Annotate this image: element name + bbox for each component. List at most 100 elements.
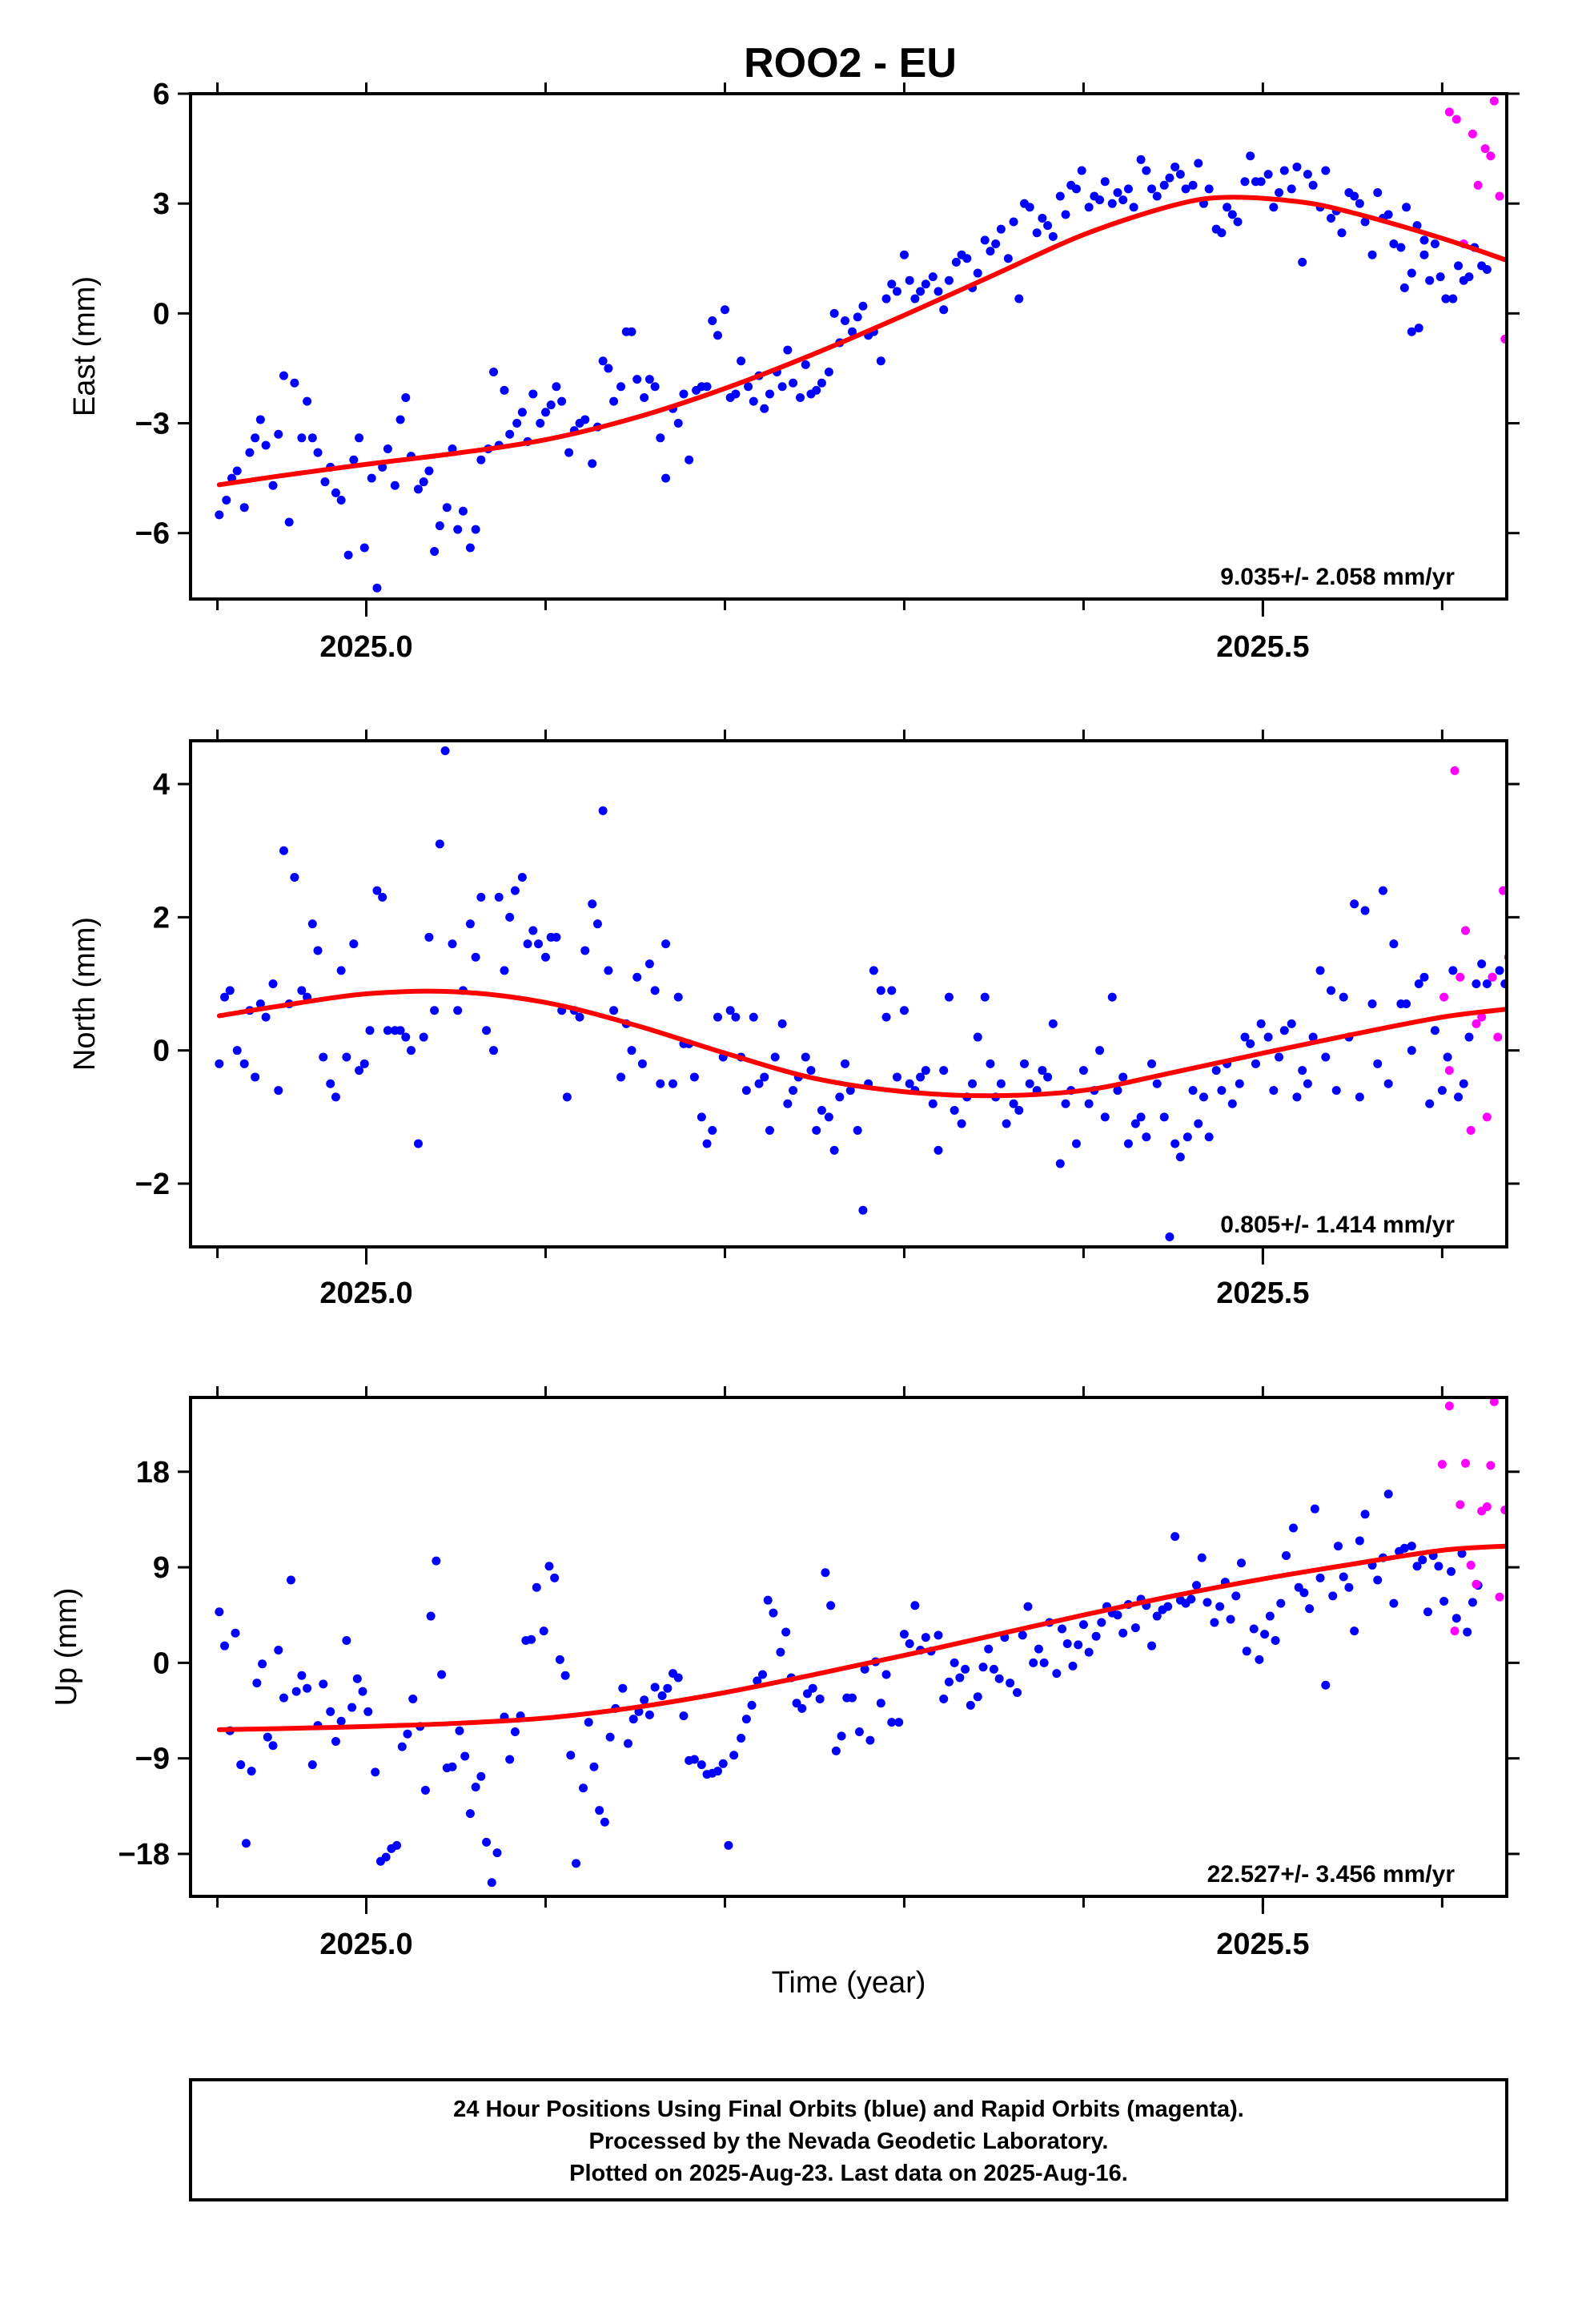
- east-final-point: [609, 396, 619, 406]
- up-final-point: [747, 1700, 757, 1710]
- east-final-point: [424, 466, 434, 476]
- north-y-tick-label: −2: [135, 1168, 170, 1201]
- east-final-point: [1188, 180, 1198, 190]
- north-rapid-point: [1472, 1019, 1481, 1028]
- up-final-point: [905, 1639, 914, 1649]
- up-final-point: [236, 1760, 246, 1770]
- up-final-point: [268, 1741, 278, 1751]
- up-x-tick-label: 2025.5: [1216, 1928, 1309, 1961]
- north-y-tick-label: 0: [153, 1035, 170, 1068]
- up-rapid-point: [1444, 1401, 1454, 1411]
- north-rate-label: 0.805+/- 1.414 mm/yr: [1220, 1212, 1455, 1238]
- east-y-tick-label: 0: [153, 297, 170, 331]
- east-rapid-point: [1468, 129, 1477, 139]
- north-final-point: [1414, 979, 1423, 989]
- up-final-point: [544, 1562, 554, 1571]
- north-final-point: [957, 1119, 966, 1128]
- up-final-point: [1305, 1604, 1315, 1614]
- up-final-point: [1260, 1630, 1270, 1639]
- east-final-point: [1194, 159, 1203, 168]
- north-rapid-point: [1450, 766, 1460, 775]
- north-final-point: [1199, 1092, 1208, 1102]
- north-final-point: [644, 959, 654, 969]
- north-final-point: [1263, 1032, 1273, 1042]
- east-final-point: [1256, 177, 1266, 187]
- up-x-tick-label: 2025.0: [319, 1928, 412, 1961]
- north-final-point: [588, 899, 597, 909]
- north-final-point: [220, 992, 230, 1002]
- east-fit-curve: [216, 195, 1505, 488]
- east-final-point: [1454, 261, 1464, 271]
- north-final-point: [1123, 1139, 1133, 1148]
- north-final-point: [789, 1086, 798, 1096]
- up-final-point: [347, 1703, 357, 1712]
- footer-line-2: Processed by the Nevada Geodetic Laborat…: [589, 2129, 1109, 2154]
- up-y-tick-label: 9: [153, 1551, 170, 1585]
- up-final-point: [1068, 1661, 1078, 1671]
- east-final-point: [910, 294, 920, 304]
- north-final-point: [1303, 1079, 1312, 1088]
- up-final-point: [331, 1736, 340, 1746]
- north-rapid-point: [1477, 1012, 1487, 1022]
- east-final-point: [564, 448, 574, 457]
- east-final-point: [540, 408, 550, 417]
- up-final-point: [231, 1628, 240, 1638]
- up-final-point: [826, 1601, 836, 1610]
- east-final-point: [505, 429, 515, 439]
- east-final-point: [419, 477, 428, 487]
- east-final-point: [430, 547, 440, 557]
- north-final-point: [355, 1066, 364, 1076]
- panel-east: −6 −3 0 3 6 2025.0 2025.5 East (mm) 9.035+/- 2.0…: [68, 78, 1520, 664]
- north-final-point: [1287, 1019, 1296, 1028]
- east-final-point: [737, 356, 746, 366]
- up-final-point: [802, 1689, 812, 1699]
- east-plot-area: [215, 96, 1505, 593]
- north-final-point: [713, 1012, 722, 1022]
- up-final-point: [741, 1715, 751, 1724]
- up-final-point: [1062, 1639, 1072, 1649]
- up-rapid-point: [1486, 1461, 1496, 1470]
- up-final-point: [297, 1671, 307, 1680]
- east-final-point: [320, 477, 330, 487]
- footer-line-1: 24 Hour Positions Using Final Orbits (bl…: [453, 2097, 1244, 2122]
- east-final-point: [905, 275, 914, 285]
- north-final-point: [1495, 966, 1504, 975]
- up-final-point: [808, 1683, 817, 1693]
- up-final-point: [1423, 1607, 1432, 1617]
- up-final-point: [961, 1664, 970, 1674]
- east-final-point: [1321, 166, 1331, 175]
- east-final-point: [1430, 239, 1439, 248]
- north-final-point: [1078, 1066, 1088, 1076]
- north-final-point: [928, 1099, 938, 1108]
- north-final-point: [500, 966, 509, 975]
- up-final-point: [1192, 1581, 1202, 1590]
- north-final-point: [817, 1106, 826, 1116]
- up-final-point: [650, 1683, 660, 1692]
- north-final-point: [1014, 1106, 1024, 1116]
- east-final-point: [801, 360, 810, 369]
- up-final-point: [1350, 1626, 1359, 1636]
- north-final-point: [1025, 1079, 1034, 1088]
- north-final-point: [1019, 1059, 1029, 1068]
- north-final-point: [1194, 1119, 1203, 1128]
- panel-north: −2 0 2 4 2025.0 2025.5 North (mm) 0.805+/- 1.41…: [68, 730, 1520, 1310]
- up-final-point: [624, 1739, 633, 1748]
- east-final-point: [765, 389, 774, 399]
- east-final-point: [661, 473, 671, 483]
- north-final-point: [1419, 972, 1429, 982]
- up-final-point: [448, 1762, 457, 1771]
- east-final-point: [892, 287, 901, 296]
- east-final-point: [413, 485, 423, 494]
- east-final-point: [604, 364, 613, 373]
- north-final-point: [290, 872, 299, 882]
- up-final-point: [1255, 1655, 1264, 1664]
- north-rapid-point: [1482, 1112, 1492, 1122]
- east-final-point: [1269, 203, 1279, 212]
- up-final-point: [307, 1760, 317, 1770]
- east-final-point: [858, 301, 868, 311]
- east-final-point: [1402, 203, 1411, 212]
- north-final-point: [592, 919, 602, 929]
- north-final-point: [1152, 1079, 1162, 1088]
- north-final-point: [440, 746, 450, 755]
- north-final-point: [1477, 959, 1487, 969]
